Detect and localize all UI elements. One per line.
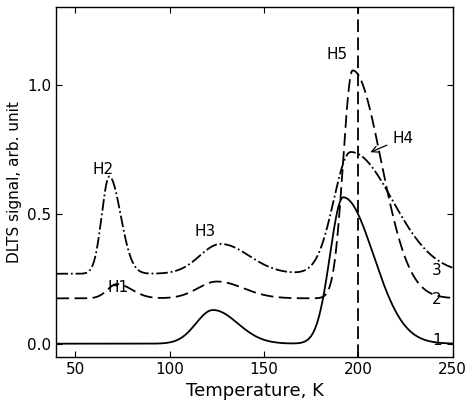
Text: H2: H2 [92, 162, 113, 177]
Text: 1: 1 [432, 333, 441, 348]
Text: 2: 2 [432, 292, 441, 306]
X-axis label: Temperature, K: Temperature, K [186, 382, 323, 400]
Text: 3: 3 [432, 263, 442, 278]
Text: H5: H5 [326, 47, 347, 62]
Y-axis label: DLTS signal, arb. unit: DLTS signal, arb. unit [7, 101, 22, 263]
Text: H1: H1 [108, 280, 128, 295]
Text: H3: H3 [194, 224, 216, 239]
Text: H4: H4 [372, 131, 413, 152]
